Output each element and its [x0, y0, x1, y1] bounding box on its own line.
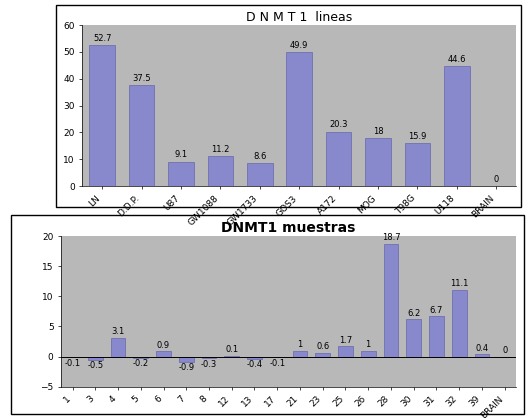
Text: -0.4: -0.4: [246, 360, 263, 370]
Text: 9.1: 9.1: [174, 150, 188, 159]
Bar: [247, 163, 272, 186]
Text: 37.5: 37.5: [132, 74, 151, 83]
Text: 15.9: 15.9: [409, 132, 427, 141]
Text: 0: 0: [494, 175, 499, 184]
Title: DNMT1 muestras: DNMT1 muestras: [221, 221, 356, 235]
Text: -0.9: -0.9: [178, 364, 194, 372]
Bar: [361, 351, 376, 357]
Text: 6.2: 6.2: [407, 309, 420, 318]
Text: 11.1: 11.1: [450, 279, 468, 288]
Text: -0.1: -0.1: [269, 359, 285, 368]
Text: 0: 0: [502, 346, 508, 355]
Bar: [179, 357, 194, 362]
Text: -0.2: -0.2: [132, 359, 149, 368]
Bar: [247, 357, 262, 359]
Text: 0.6: 0.6: [316, 342, 329, 352]
Bar: [168, 162, 194, 186]
Bar: [225, 356, 239, 357]
Text: -0.3: -0.3: [201, 360, 217, 369]
Bar: [89, 45, 115, 186]
Bar: [202, 357, 217, 358]
Bar: [326, 132, 352, 186]
Text: 0.1: 0.1: [225, 345, 238, 354]
Text: 8.6: 8.6: [253, 152, 267, 161]
Text: -0.1: -0.1: [64, 359, 81, 368]
Bar: [134, 357, 148, 358]
Text: 49.9: 49.9: [290, 41, 309, 50]
Bar: [365, 138, 391, 186]
Bar: [156, 351, 171, 357]
Bar: [88, 357, 103, 359]
Bar: [207, 156, 233, 186]
Bar: [286, 52, 312, 186]
Text: 44.6: 44.6: [447, 55, 466, 64]
Text: 1: 1: [365, 340, 371, 349]
Bar: [315, 353, 330, 357]
Text: 1: 1: [297, 340, 303, 349]
Bar: [293, 351, 307, 357]
Text: 52.7: 52.7: [93, 33, 111, 43]
Text: 6.7: 6.7: [430, 306, 443, 315]
Text: 1.7: 1.7: [339, 336, 352, 345]
Bar: [406, 319, 421, 357]
Text: 18.7: 18.7: [381, 234, 400, 242]
Text: 20.3: 20.3: [329, 120, 348, 130]
Bar: [405, 143, 430, 186]
Title: D N M T 1  lineas: D N M T 1 lineas: [246, 11, 352, 24]
Text: 0.9: 0.9: [157, 341, 170, 349]
Bar: [452, 290, 467, 357]
Bar: [384, 244, 398, 357]
Bar: [444, 66, 470, 186]
Text: 11.2: 11.2: [211, 145, 230, 154]
Bar: [338, 347, 353, 357]
Bar: [429, 316, 444, 357]
Bar: [111, 338, 126, 357]
Bar: [475, 354, 489, 357]
Bar: [129, 85, 154, 186]
Text: 3.1: 3.1: [111, 327, 124, 336]
Text: 18: 18: [373, 127, 384, 135]
Text: -0.5: -0.5: [87, 361, 103, 370]
Text: 0.4: 0.4: [476, 344, 488, 353]
